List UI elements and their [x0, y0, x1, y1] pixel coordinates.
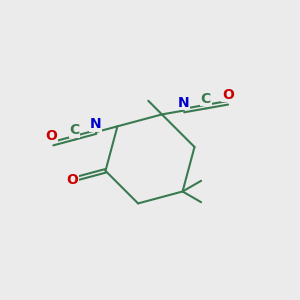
Text: N: N: [178, 95, 190, 110]
Text: N: N: [90, 117, 102, 131]
Text: O: O: [222, 88, 234, 102]
Text: O: O: [66, 173, 78, 187]
Text: C: C: [69, 123, 80, 137]
Text: C: C: [201, 92, 211, 106]
Text: O: O: [45, 129, 57, 142]
